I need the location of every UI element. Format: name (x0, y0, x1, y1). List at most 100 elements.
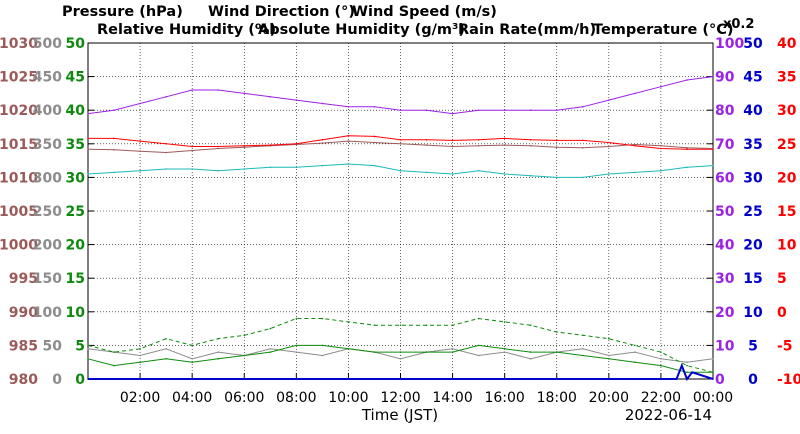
relative_humidity-tick-label: 10 (715, 338, 735, 354)
wind_direction-tick-label: 450 (33, 70, 62, 86)
series-point (712, 164, 714, 167)
rain_rate-tick-label: 0 (748, 372, 758, 388)
temperature-tick-label: -10 (777, 372, 800, 388)
relative_humidity-tick-label: 90 (715, 70, 735, 86)
series-point (477, 354, 480, 357)
series-point (113, 171, 115, 174)
series-point (556, 139, 558, 142)
wind_speed-tick-label: 5 (75, 338, 85, 354)
series-point (686, 166, 688, 169)
series-point (217, 169, 219, 172)
series-point (295, 166, 298, 169)
series-point (243, 354, 246, 357)
x-tick-label: 14:00 (432, 390, 472, 406)
rain_rate-tick-label: 15 (743, 271, 762, 287)
series-point (113, 149, 115, 151)
series-point (87, 378, 89, 380)
series-point (529, 139, 532, 141)
x-axis: 02:00 04:00 06:00 08:00 10:00 12:00 14:00 16:00… (120, 373, 733, 406)
series-point (217, 89, 219, 91)
rain_rate-tick-label: 10 (743, 305, 763, 321)
series-point (243, 92, 246, 95)
series-point (660, 358, 662, 360)
series-point (451, 324, 454, 327)
legend-wind-speed: Wind Speed (m/s) (352, 4, 497, 20)
y-axes: 9809859909951000100510101015102010251030… (0, 36, 800, 388)
series-point (608, 173, 610, 175)
wind_direction-tick-label: 250 (33, 204, 62, 220)
series-point (139, 102, 141, 105)
x-tick-label: 08:00 (276, 390, 316, 406)
series-point (217, 147, 219, 150)
series-point (451, 112, 454, 115)
series-point (373, 141, 376, 144)
series-point (269, 144, 272, 146)
series-point (608, 337, 610, 340)
temperature-tick-label: 35 (777, 70, 796, 86)
temperature-tick-label: 40 (777, 36, 797, 52)
series-point (347, 134, 350, 137)
series-point (425, 139, 428, 141)
series-point (608, 145, 610, 148)
x-axis-label: Time (JST) (361, 406, 438, 424)
wind_speed-tick-label: 0 (75, 372, 85, 388)
temperature-tick-label: -5 (777, 338, 793, 354)
wind_direction-tick-label: 0 (52, 372, 62, 388)
series-point (347, 140, 350, 142)
series-point (529, 174, 532, 177)
series-point (269, 327, 272, 330)
series-point (321, 354, 324, 357)
series-point (113, 109, 115, 111)
x-tick-label: 16:00 (484, 390, 524, 406)
series-point (529, 109, 532, 111)
series-point (425, 171, 428, 174)
series-point (477, 145, 480, 147)
series-point (87, 344, 89, 347)
series-point (477, 317, 480, 320)
series-point (503, 109, 506, 111)
relative_humidity-tick-label: 70 (715, 137, 735, 153)
series-point (87, 148, 89, 150)
series-point (321, 142, 324, 144)
relative_humidity-tick-label: 60 (715, 170, 735, 186)
series-point (399, 351, 402, 353)
series-point (347, 321, 350, 323)
series-point (321, 317, 324, 320)
series-point (87, 112, 89, 115)
wind_direction-tick-label: 100 (33, 305, 62, 321)
series-point (191, 168, 193, 170)
x-tick-label: 04:00 (172, 390, 212, 406)
series-point (451, 348, 454, 350)
series-point (477, 109, 480, 111)
series-point (660, 147, 662, 150)
pressure-tick-label: 990 (9, 305, 38, 321)
series-point (686, 361, 688, 364)
series-point (451, 139, 454, 142)
series-point (660, 169, 662, 172)
series-point (582, 348, 584, 350)
series-point (87, 348, 89, 350)
relative_humidity-tick-label: 20 (715, 305, 735, 321)
series-point (139, 354, 141, 357)
wind_direction-tick-label: 50 (43, 338, 63, 354)
series-point (503, 351, 506, 353)
series-point (399, 143, 402, 145)
wind_speed-tick-label: 20 (66, 238, 86, 254)
series-point (608, 99, 610, 101)
series-point (113, 137, 115, 140)
series-point (373, 164, 376, 167)
series-point (503, 348, 506, 350)
wind_direction-tick-label: 300 (33, 170, 62, 186)
abs-humidity-scale-note: x0.2 (723, 17, 754, 32)
wind_speed-tick-label: 10 (66, 305, 86, 321)
series-point (634, 351, 636, 353)
x-tick-label: 02:00 (120, 390, 160, 406)
series-point (165, 143, 167, 145)
series-point (399, 169, 402, 172)
pressure-tick-label: 1020 (0, 103, 38, 119)
series-point (425, 144, 428, 146)
series-point (191, 145, 193, 148)
series-point (556, 109, 558, 111)
pressure-tick-label: 1010 (0, 170, 38, 186)
